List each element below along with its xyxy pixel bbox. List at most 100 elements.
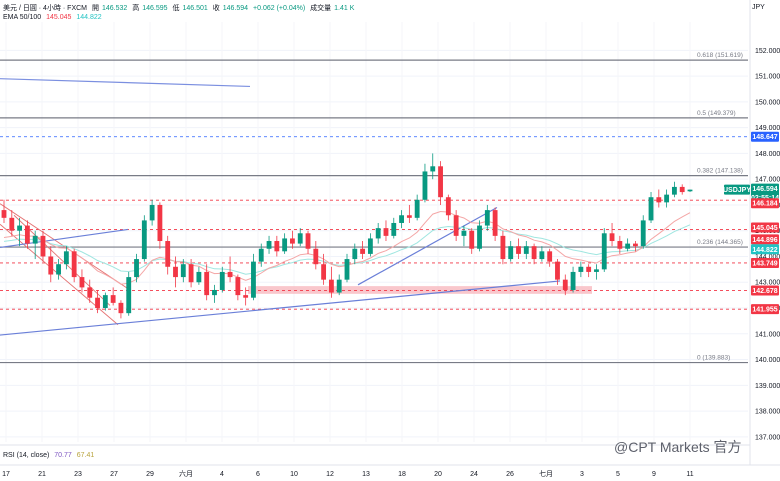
candle-body [102, 295, 108, 309]
candle-body [95, 297, 100, 309]
candle-body [679, 186, 685, 193]
rsi-label: RSI (14, close) [3, 452, 50, 459]
fib-label: 0.382 (147.138) [697, 168, 743, 175]
short-trendline [0, 228, 129, 249]
rsi-legend[interactable]: RSI (14, close) 70.77 67.41 [3, 452, 97, 459]
candle-body [438, 166, 443, 198]
candle-body [48, 256, 54, 275]
candle-body [9, 217, 15, 231]
candle-body [445, 197, 451, 216]
candle-body [671, 186, 677, 195]
candle-body [266, 241, 272, 249]
price-tag-143749-bg [751, 257, 779, 268]
candle-body [578, 266, 584, 272]
fib-label: 0 (139.883) [697, 355, 730, 362]
fib-label: 0.618 (151.619) [697, 52, 743, 59]
price-tick-label: 151.000 [755, 74, 780, 81]
ema-label: EMA 50/100 [3, 14, 42, 21]
time-tick-label: 18 [398, 471, 406, 478]
candle-body [484, 210, 490, 226]
candle-body [40, 235, 46, 257]
price-tick-label: 143.000 [755, 280, 780, 287]
candle-body [219, 271, 225, 290]
candle-body [17, 225, 23, 231]
low-value: 146.501 [182, 5, 208, 12]
candle-body [196, 271, 202, 283]
price-tag-145045: 145.045 [752, 225, 777, 232]
candle-body [336, 279, 342, 293]
candle-body [344, 259, 350, 280]
candle-body [648, 197, 654, 221]
price-tag-146184-bg [751, 198, 779, 209]
time-tick-label: 4 [220, 471, 224, 478]
candle-body [251, 261, 256, 298]
candle-body [625, 243, 631, 249]
candle-body [531, 246, 537, 260]
price-tag-142678-bg [751, 285, 779, 296]
time-tick-label: 17 [2, 471, 10, 478]
candle-body [399, 215, 404, 223]
time-tick-label: 6 [256, 471, 260, 478]
candle-body [352, 248, 358, 260]
time-tick-label: 七月 [539, 469, 553, 478]
ema-legend[interactable]: EMA 50/100 145.045 144.822 [3, 14, 105, 21]
time-tick-label: 3 [580, 471, 584, 478]
candle-body [516, 246, 521, 254]
symbol-title[interactable]: 美元 / 日圓 · 4小時 · FXCM [3, 5, 87, 12]
candle-body [453, 215, 459, 236]
candle-body [523, 246, 529, 254]
open-value: 146.532 [101, 5, 128, 12]
candle-body [656, 197, 662, 203]
time-axis[interactable]: 17 21 23 27 29 六月 4 6 10 12 13 18 20 24 26 七月 3 5 9 11 [2, 469, 694, 478]
candle-body [508, 246, 514, 260]
candle-body [165, 241, 171, 267]
upper-trendline [0, 78, 251, 88]
candle-body [290, 238, 295, 244]
dashed-levels [0, 136, 748, 310]
candle-body [297, 233, 303, 244]
time-tick-label: 9 [652, 471, 656, 478]
candle-body [687, 189, 693, 192]
price-tag-144896-bg [751, 234, 779, 245]
change-value: +0.062 (+0.04%) [253, 5, 306, 12]
candle-body [313, 248, 319, 265]
rsi-value-1: 70.77 [54, 452, 72, 459]
candle-body [274, 241, 280, 252]
time-tick-label: 5 [616, 471, 620, 478]
close-value: 146.594 [222, 5, 249, 12]
candle-body [1, 210, 7, 218]
trendlines [0, 78, 561, 336]
candle-body [126, 277, 132, 314]
price-tag-143749: 143.749 [752, 260, 777, 267]
watermark: @CPT Markets 官方 [614, 439, 742, 455]
candle-body [173, 266, 178, 278]
candle-body [562, 279, 568, 290]
price-tick-label: 139.000 [755, 383, 780, 390]
currency-label: JPY [752, 4, 765, 11]
rsi-value-2: 67.41 [76, 452, 95, 459]
candle-body [570, 271, 576, 290]
symbol-tag-bg [724, 184, 750, 195]
candle-body [56, 264, 61, 275]
candle-body [555, 261, 560, 280]
candle-body [180, 264, 186, 278]
time-tick-label: 10 [290, 471, 298, 478]
candle-body [79, 277, 85, 288]
fib-label: 0.236 (144.365) [697, 239, 743, 246]
time-tick-label: 六月 [179, 469, 193, 478]
price-tick-label: 148.000 [755, 151, 780, 158]
candle-body [406, 215, 412, 218]
candle-body [243, 295, 249, 298]
candle-body [640, 220, 646, 247]
candle-body [383, 228, 389, 236]
candle-body [24, 225, 30, 244]
candle-body [258, 248, 264, 262]
low-label: 低 [172, 5, 180, 12]
candle-body [422, 171, 428, 200]
candle-body [328, 279, 334, 293]
time-tick-label: 24 [470, 471, 478, 478]
price-tick-label: 147.000 [755, 177, 780, 184]
time-tick-label: 29 [146, 471, 154, 478]
candle-body [500, 235, 506, 260]
